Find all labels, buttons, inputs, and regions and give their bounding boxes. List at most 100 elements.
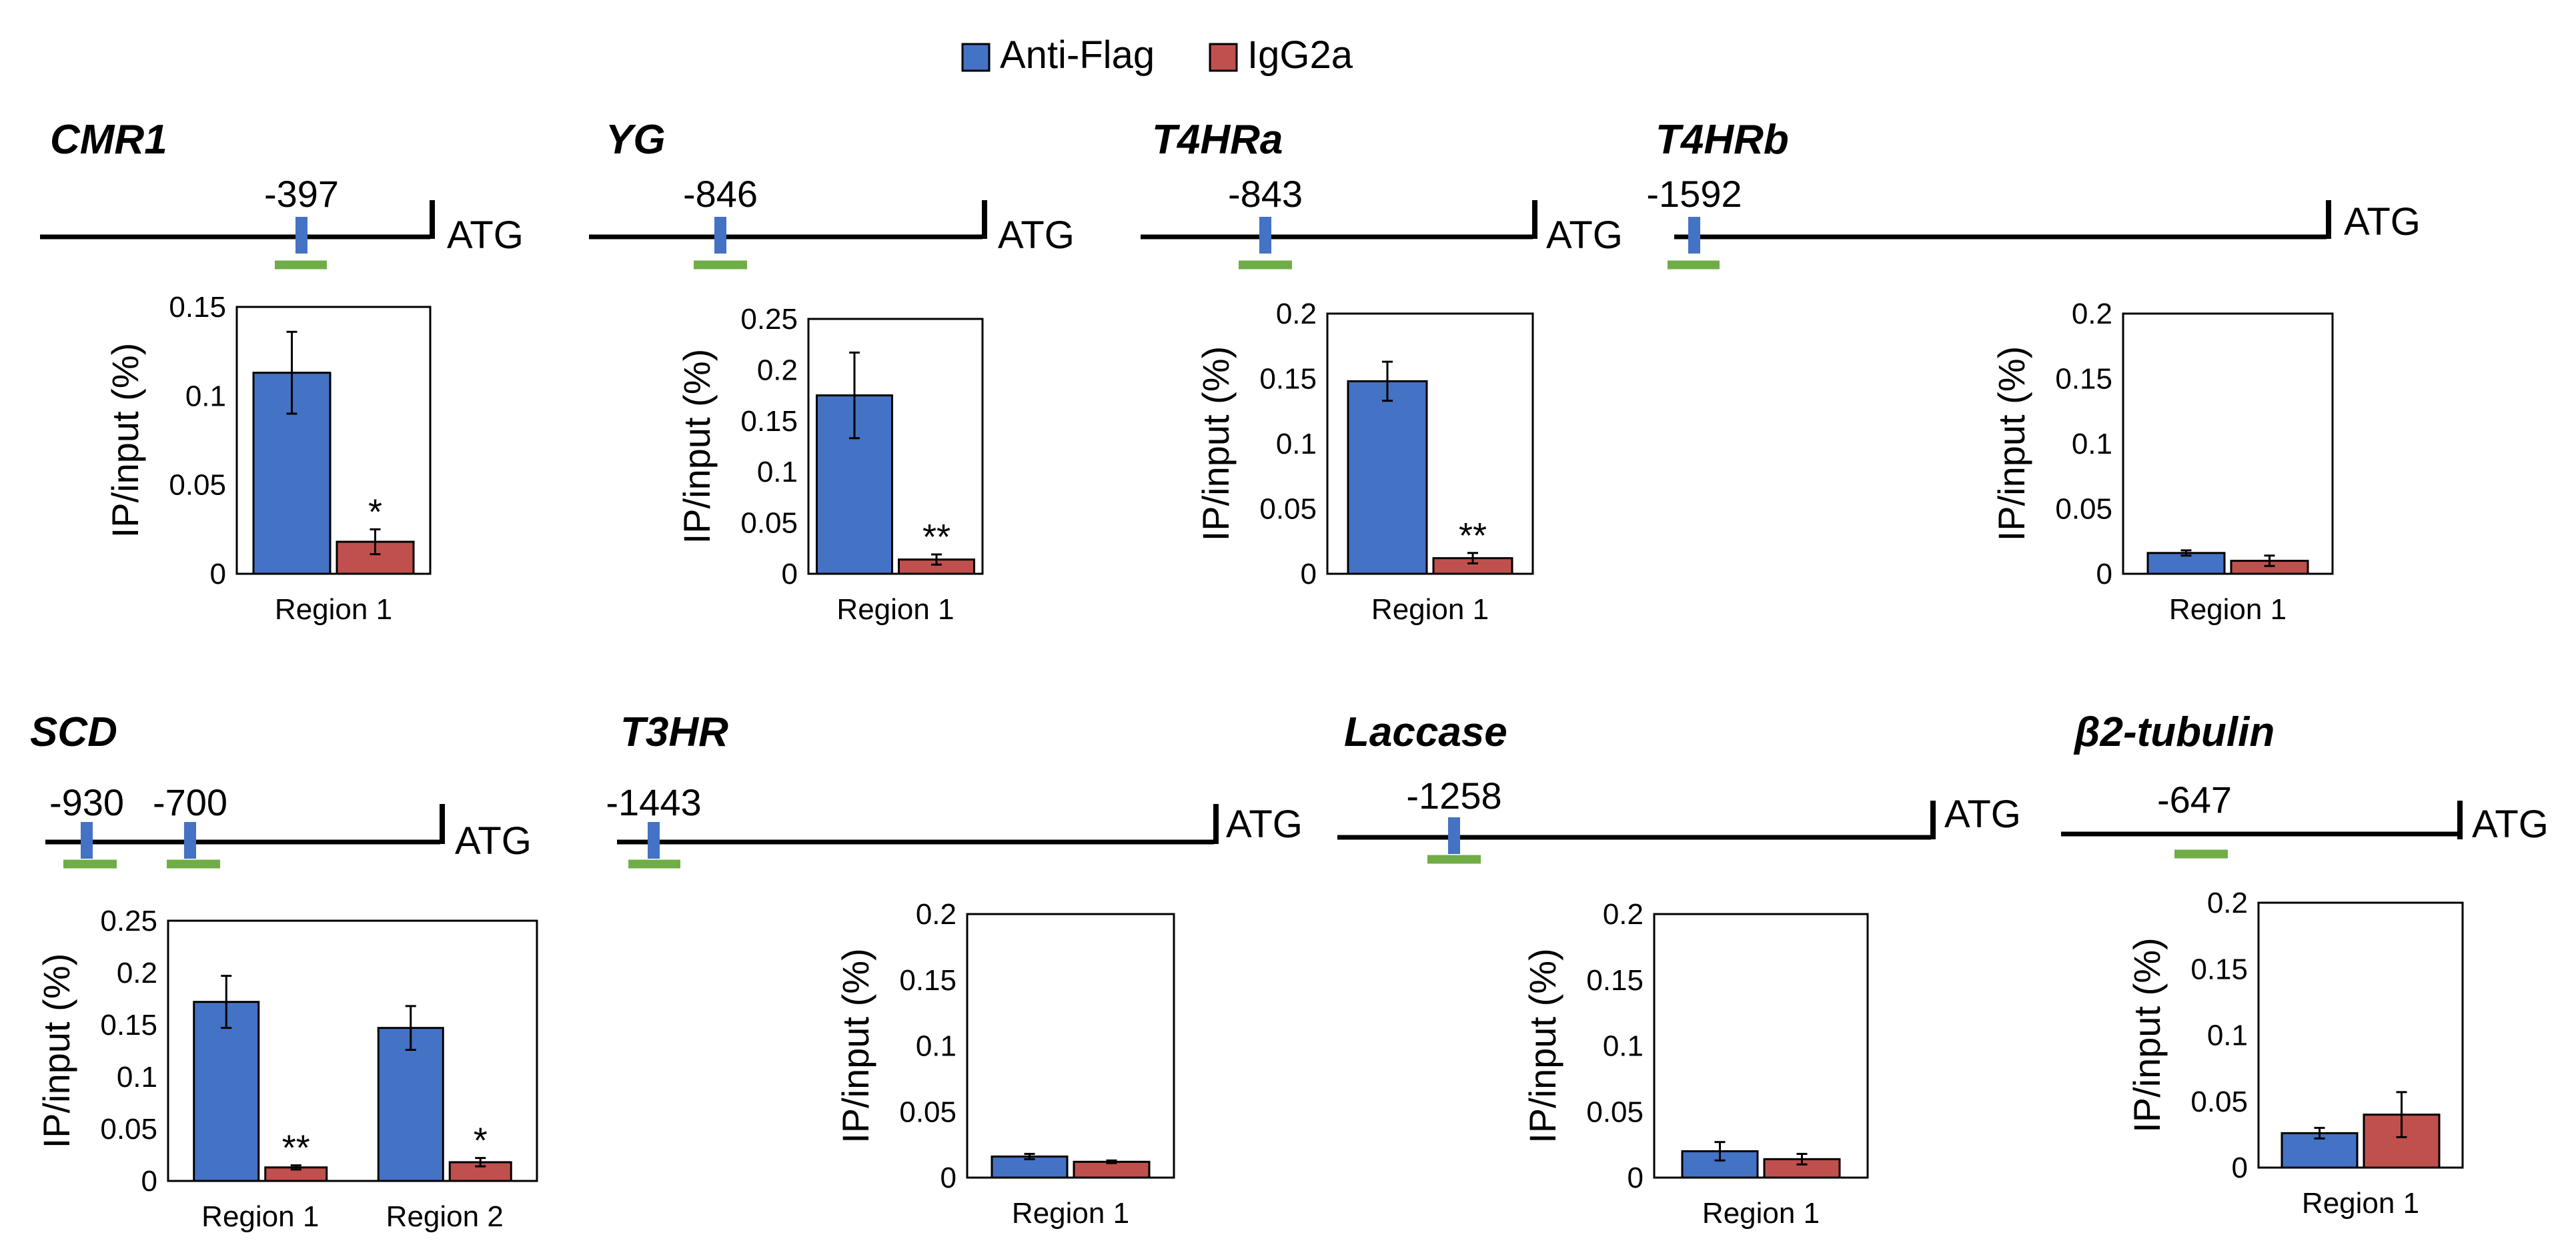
y-tick-label: 0.15 (1586, 964, 1644, 997)
y-axis-label: IP/input (%) (35, 953, 77, 1149)
y-tick-label: 0.05 (169, 469, 226, 502)
atg-label: ATG (2472, 803, 2549, 846)
legend-swatch-2 (1209, 43, 1238, 72)
y-tick-label: 0.05 (2190, 1086, 2248, 1118)
y-tick-label: 0.05 (2055, 493, 2112, 526)
binding-site-box (1259, 217, 1271, 254)
binding-site-box (81, 822, 93, 859)
plot-frame (2122, 312, 2334, 575)
y-tick-label: 0 (1628, 1162, 1644, 1194)
atg-label: ATG (1546, 214, 1623, 257)
x-tick-label: Region 1 (275, 593, 392, 626)
y-axis-label: IP/input (%) (1521, 948, 1563, 1144)
y-tick-label: 0.1 (117, 1061, 157, 1094)
y-tick-label: 0 (940, 1162, 956, 1194)
y-tick-label: 0.2 (117, 957, 157, 989)
y-tick-label: 0.15 (169, 291, 226, 324)
y-tick-label: 0.2 (1276, 298, 1317, 330)
y-axis-label: IP/input (%) (834, 948, 876, 1144)
atg-label: ATG (447, 214, 524, 257)
significance-marker: ** (282, 1128, 310, 1168)
binding-site-label: -846 (683, 173, 758, 215)
y-tick-label: 0.2 (1603, 898, 1644, 931)
binding-site-label: -1258 (1406, 775, 1501, 817)
y-tick-label: 0 (141, 1165, 157, 1198)
significance-marker: ** (1459, 516, 1487, 556)
y-tick-label: 0.05 (740, 507, 798, 540)
plot-frame (2257, 901, 2464, 1169)
y-tick-label: 0.05 (899, 1096, 956, 1128)
panel-1: CMR1 ATG -397 0 0.05 0.1 0.15 IP/input (%) Regio… (40, 117, 524, 626)
y-tick-label: 0.15 (100, 1009, 157, 1041)
y-tick-label: 0.05 (1586, 1096, 1644, 1128)
y-tick-label: 0.2 (2207, 887, 2248, 919)
y-axis-label: IP/input (%) (2126, 937, 2168, 1133)
gene-title: T4HRa (1152, 117, 1283, 163)
panel-3: T4HRa ATG -843 0 0.05 0.1 0.15 0.2 IP/input (%) R… (1141, 117, 1623, 626)
y-tick-label: 0.15 (899, 964, 956, 997)
significance-marker: ** (922, 517, 950, 557)
legend-label-1: Anti-Flag (1000, 33, 1155, 77)
atg-label: ATG (998, 214, 1075, 257)
significance-marker: * (368, 492, 382, 532)
y-tick-label: 0.2 (2072, 298, 2112, 330)
plot-frame (235, 306, 432, 575)
x-tick-label: Region 1 (1012, 1197, 1129, 1230)
plot-frame (1326, 312, 1534, 575)
gene-title: YG (606, 117, 666, 163)
plot-frame (167, 919, 538, 1182)
bar-anti-flag (193, 1001, 260, 1182)
y-tick-label: 0.1 (2072, 428, 2112, 460)
binding-site-box (648, 822, 660, 859)
y-tick-label: 0.1 (2207, 1019, 2248, 1052)
y-tick-label: 0.05 (100, 1113, 157, 1146)
legend-swatch-1 (961, 43, 991, 72)
gene-title: Laccase (1344, 709, 1507, 755)
y-tick-label: 0 (1301, 558, 1317, 590)
legend-label-2: IgG2a (1247, 33, 1353, 77)
y-axis-label: IP/input (%) (1195, 346, 1237, 542)
binding-site-label: -930 (49, 781, 124, 823)
y-tick-label: 0.05 (1259, 493, 1317, 526)
x-tick-label: Region 1 (201, 1200, 319, 1233)
legend: Anti-Flag IgG2a (961, 33, 1353, 77)
atg-label: ATG (2344, 200, 2421, 244)
bar-anti-flag (1347, 380, 1428, 575)
y-tick-label: 0 (2096, 558, 2112, 590)
atg-label: ATG (1944, 793, 2021, 836)
gene-title: SCD (30, 709, 117, 755)
y-tick-label: 0 (210, 558, 226, 590)
atg-label: ATG (455, 819, 532, 863)
y-axis-label: IP/input (%) (676, 349, 718, 544)
binding-site-box (184, 822, 196, 859)
gene-title: β2-tubulin (2073, 709, 2275, 755)
y-tick-label: 0 (2232, 1152, 2248, 1184)
y-axis-label: IP/input (%) (104, 343, 146, 538)
x-tick-label: Region 1 (1371, 593, 1489, 626)
binding-site-box (1688, 217, 1700, 254)
y-tick-label: 0.25 (100, 905, 157, 937)
x-tick-label: Region 1 (2169, 593, 2287, 626)
y-tick-label: 0.15 (1259, 363, 1317, 396)
panel-7: Laccase ATG -1258 0 0.05 0.1 0.15 0.2 IP/input (… (1337, 709, 2021, 1230)
atg-label: ATG (1226, 803, 1303, 846)
y-tick-label: 0.1 (757, 456, 798, 488)
y-tick-label: 0.15 (740, 405, 798, 438)
gene-title: CMR1 (50, 117, 167, 163)
binding-site-label: -843 (1228, 173, 1303, 215)
y-tick-label: 0.1 (1276, 428, 1317, 460)
y-tick-label: 0.15 (2190, 953, 2248, 985)
binding-site-box (714, 217, 726, 254)
binding-site-box (1448, 817, 1460, 854)
panel-5: SCD ATG -930 -700 0 0.05 0.1 0.15 0.2 0.25 IP/inpu… (30, 709, 538, 1233)
plot-frame (1653, 913, 1869, 1179)
binding-site-label: -1592 (1646, 173, 1742, 215)
significance-marker: * (474, 1121, 488, 1161)
x-tick-label: Region 1 (1702, 1197, 1820, 1230)
binding-site-label: -1443 (606, 781, 701, 823)
binding-site-label: -647 (2157, 779, 2232, 821)
y-tick-label: 0.25 (740, 303, 798, 336)
panel-4: T4HRb ATG -1592 0 0.05 0.1 0.15 0.2 IP/input (%)… (1646, 117, 2421, 626)
binding-site-label: -397 (264, 173, 339, 215)
bar-igg2a (1073, 1160, 1151, 1179)
